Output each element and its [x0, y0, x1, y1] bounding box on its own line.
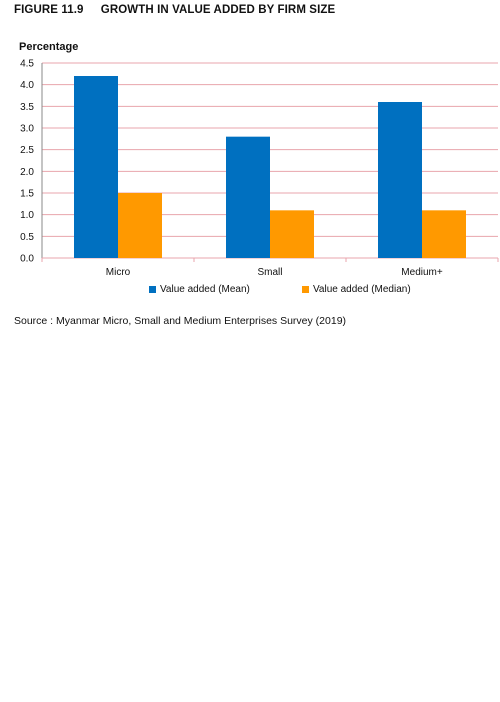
- figure-number: FIGURE 11.9: [14, 4, 84, 16]
- bar: [378, 102, 422, 258]
- y-axis-label: Percentage: [19, 41, 79, 53]
- y-tick-label: 3.0: [20, 124, 34, 135]
- figure-title: GROWTH IN VALUE ADDED BY FIRM SIZE: [100, 4, 336, 16]
- y-tick-label: 0.0: [20, 254, 34, 265]
- y-tick-label: 1.5: [20, 189, 34, 200]
- y-tick-label: 2.5: [20, 145, 34, 156]
- legend-item-median: Value added (Median): [302, 284, 411, 295]
- legend-label-mean: Value added (Mean): [160, 284, 250, 295]
- y-tick-label: 4.5: [20, 59, 34, 70]
- x-tick-label: Small: [257, 267, 282, 278]
- source-note: Source : Myanmar Micro, Small and Medium…: [14, 315, 347, 327]
- figure-header: FIGURE 11.9 GROWTH IN VALUE ADDED BY FIR…: [14, 4, 335, 16]
- x-tick-label: Medium+: [401, 267, 443, 278]
- y-tick-label: 0.5: [20, 232, 34, 243]
- bar: [270, 210, 314, 258]
- legend-swatch-median: [302, 286, 309, 293]
- legend-item-mean: Value added (Mean): [149, 284, 250, 295]
- bar: [118, 193, 162, 258]
- legend-label-median: Value added (Median): [313, 284, 411, 295]
- y-tick-label: 4.0: [20, 80, 34, 91]
- bar-chart: 0.0 0.5 1.0 1.5 2.0 2.5 3.0 3.5 4.0 4.5 Micro Small…: [20, 59, 499, 278]
- y-tick-label: 1.0: [20, 210, 34, 221]
- bar: [74, 76, 118, 258]
- bar: [226, 136, 270, 258]
- bar: [422, 210, 466, 258]
- y-tick-label: 2.0: [20, 167, 34, 178]
- x-tick-label: Micro: [106, 267, 131, 278]
- legend-swatch-mean: [149, 286, 156, 293]
- y-tick-label: 3.5: [20, 102, 34, 113]
